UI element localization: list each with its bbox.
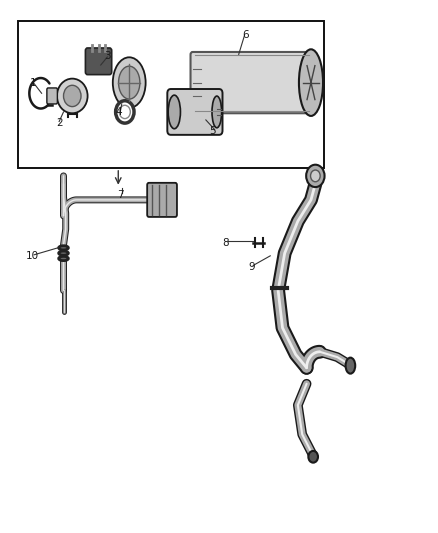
Ellipse shape: [113, 58, 145, 108]
Text: 1: 1: [29, 78, 36, 87]
Ellipse shape: [306, 165, 325, 187]
Ellipse shape: [59, 246, 68, 250]
Text: 2: 2: [56, 118, 63, 127]
Ellipse shape: [212, 96, 222, 128]
Ellipse shape: [119, 66, 140, 99]
Ellipse shape: [57, 78, 88, 114]
Text: 8: 8: [222, 238, 229, 247]
Ellipse shape: [64, 85, 81, 107]
Ellipse shape: [59, 251, 68, 255]
FancyBboxPatch shape: [167, 89, 223, 135]
Ellipse shape: [308, 451, 318, 463]
FancyBboxPatch shape: [147, 183, 177, 217]
Bar: [18, 21, 324, 168]
Text: 10: 10: [26, 251, 39, 261]
Ellipse shape: [59, 256, 68, 261]
Text: 7: 7: [117, 190, 124, 199]
Text: 6: 6: [242, 30, 249, 39]
Ellipse shape: [346, 358, 355, 374]
Ellipse shape: [116, 101, 134, 123]
Text: 4: 4: [115, 107, 122, 117]
Text: 3: 3: [104, 51, 111, 61]
FancyBboxPatch shape: [47, 88, 57, 104]
Text: 5: 5: [209, 126, 216, 135]
FancyBboxPatch shape: [85, 48, 112, 75]
Text: 9: 9: [248, 262, 255, 271]
FancyBboxPatch shape: [191, 52, 313, 114]
Ellipse shape: [119, 106, 130, 119]
Ellipse shape: [168, 95, 180, 129]
Ellipse shape: [299, 50, 323, 116]
Ellipse shape: [311, 170, 320, 182]
